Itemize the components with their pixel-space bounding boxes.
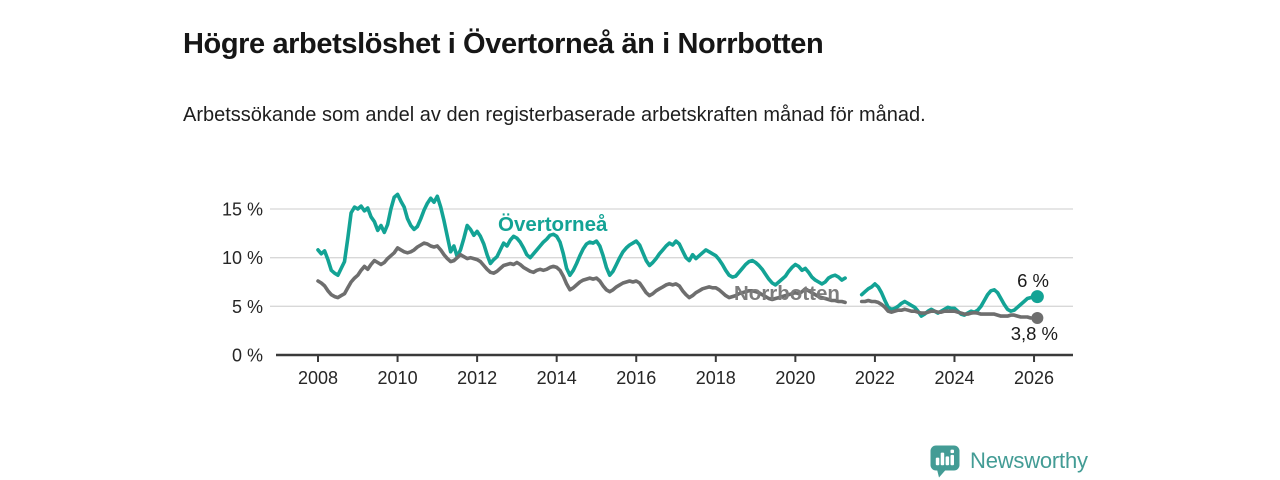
newsworthy-logo: Newsworthy bbox=[930, 445, 1088, 478]
logo-bubble-shape bbox=[930, 445, 960, 471]
end-value-label-overtornea: 6 % bbox=[1017, 270, 1049, 291]
line-overtornea-seg1 bbox=[316, 192, 847, 287]
logo-bubble-tail bbox=[937, 469, 946, 478]
series-label-norrbotten: Norrbotten bbox=[734, 282, 840, 305]
x-tick-label-2022: 2022 bbox=[855, 368, 895, 388]
x-tick-label-2020: 2020 bbox=[775, 368, 815, 388]
line-norrbotten-seg1 bbox=[316, 241, 847, 305]
y-tick-label-15pct: 15 % bbox=[222, 200, 263, 220]
endpoint-dot-overtornea bbox=[1030, 290, 1044, 304]
y-tick-label-0pct: 0 % bbox=[232, 346, 263, 366]
newsworthy-logo-text: Newsworthy bbox=[970, 448, 1088, 473]
x-tick-label-2012: 2012 bbox=[457, 368, 497, 388]
endpoint-dot-norrbotten bbox=[1031, 312, 1044, 325]
series-label-overtornea: Övertorneå bbox=[498, 213, 608, 236]
x-tick-label-2016: 2016 bbox=[616, 368, 656, 388]
x-tick-label-2018: 2018 bbox=[696, 368, 736, 388]
page-subtitle: Arbetssökande som andel av den registerb… bbox=[183, 104, 926, 126]
end-value-label-norrbotten: 3,8 % bbox=[1011, 323, 1058, 344]
newsworthy-logo-icon bbox=[930, 445, 960, 478]
x-tick-label-2024: 2024 bbox=[934, 368, 974, 388]
x-tick-label-2026: 2026 bbox=[1014, 368, 1054, 388]
y-tick-label-5pct: 5 % bbox=[232, 297, 263, 317]
x-tick-label-2008: 2008 bbox=[298, 368, 338, 388]
page-title: Högre arbetslöshet i Övertorneå än i Nor… bbox=[183, 28, 824, 61]
line-norrbotten-seg2 bbox=[859, 298, 1040, 320]
y-tick-label-10pct: 10 % bbox=[222, 248, 263, 268]
logo-bar-chart-glyph bbox=[935, 449, 954, 466]
x-tick-label-2014: 2014 bbox=[537, 368, 577, 388]
x-tick-label-2010: 2010 bbox=[378, 368, 418, 388]
line-overtornea-seg2 bbox=[859, 282, 1040, 318]
